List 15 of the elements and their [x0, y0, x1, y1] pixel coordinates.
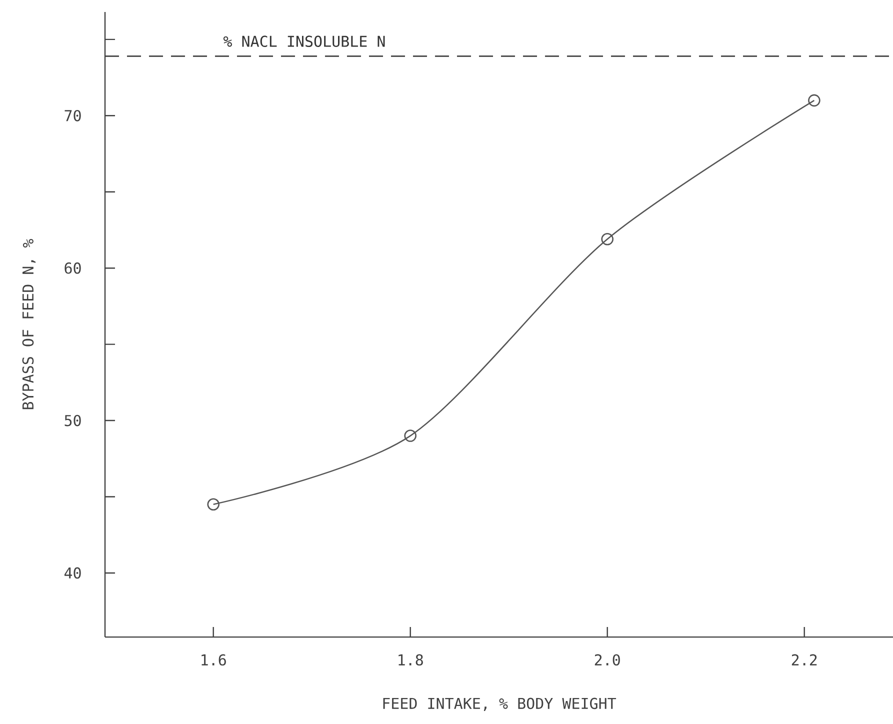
y-tick-label: 60 [64, 262, 81, 274]
point [207, 498, 220, 511]
y-tick-label: 50 [64, 414, 81, 426]
point [601, 232, 614, 246]
y-tick-label: 40 [64, 567, 81, 579]
y-tick-label: 70 [64, 110, 81, 122]
ref-line-label: % NACL INSOLUBLE N [223, 36, 385, 48]
x-tick-label: 1.6 [202, 654, 226, 666]
point [808, 94, 820, 107]
x-tick-label: 2.2 [792, 654, 817, 666]
x-tick-label: 2.0 [594, 654, 620, 666]
x-tick-label: 1.8 [398, 654, 423, 666]
y-axis-title: BYPASS OF FEED N, % [22, 238, 36, 410]
x-axis-title: FEED INTAKE, % BODY WEIGHT [383, 698, 616, 711]
point [404, 430, 417, 442]
